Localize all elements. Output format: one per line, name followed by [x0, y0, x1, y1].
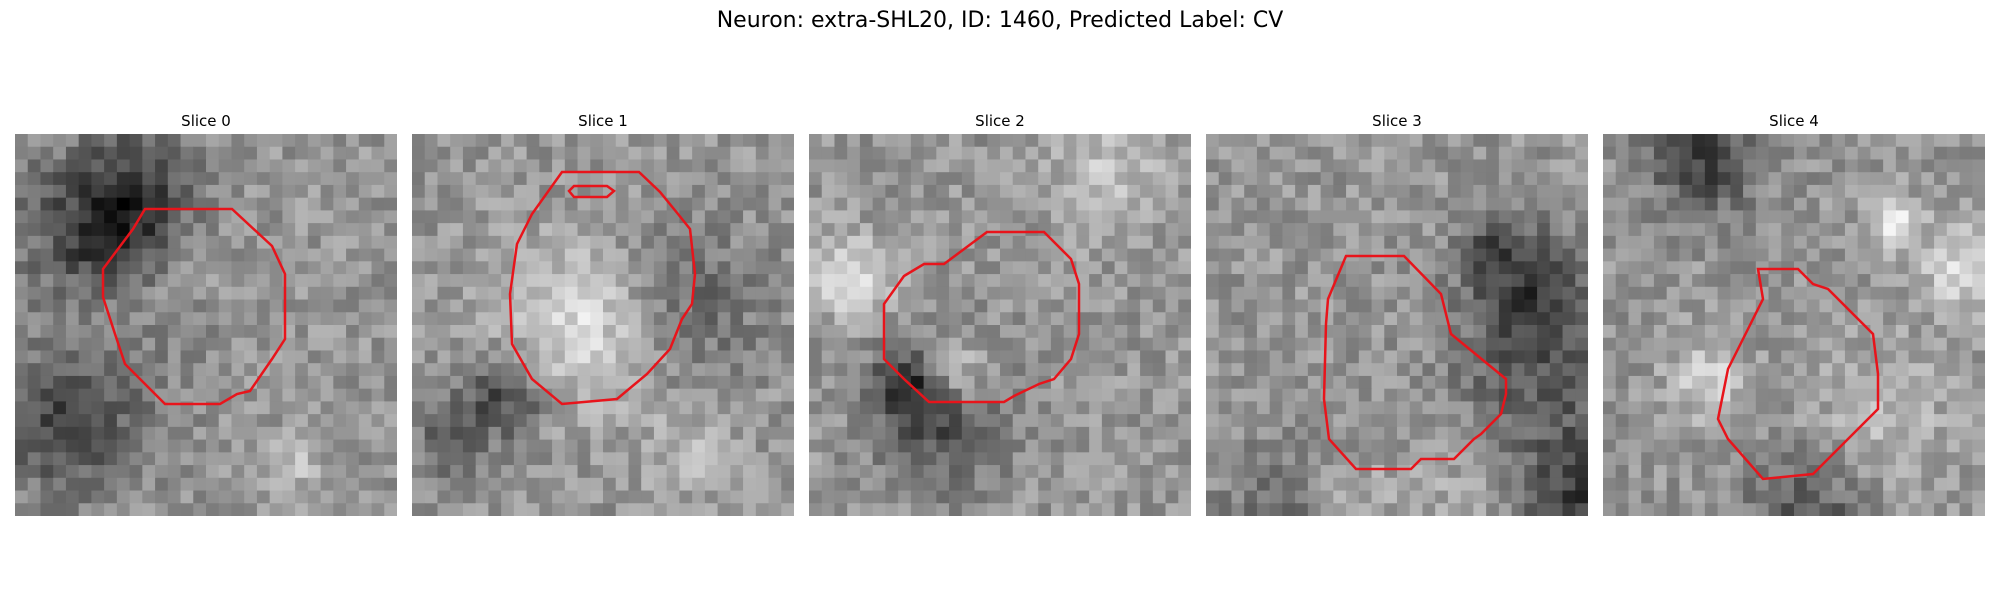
slice-svg	[15, 134, 397, 516]
slice-svg	[1603, 134, 1985, 516]
segmentation-contour	[1716, 267, 1880, 481]
slice-svg	[1206, 134, 1588, 516]
segmentation-contour	[1322, 254, 1508, 471]
segmentation-contour	[882, 230, 1081, 404]
slice-svg	[809, 134, 1191, 516]
segmentation-contour-small	[567, 184, 617, 199]
segmentation-contour	[508, 170, 697, 406]
grayscale-pixels	[809, 134, 1191, 516]
grayscale-pixels	[1603, 134, 1985, 516]
slice-svg	[412, 134, 794, 516]
slice-image-2	[809, 134, 1191, 516]
slice-title: Slice 4	[1769, 112, 1819, 130]
slice-title: Slice 2	[975, 112, 1025, 130]
figure-title: Neuron: extra-SHL20, ID: 1460, Predicted…	[716, 8, 1284, 33]
grayscale-pixels	[1206, 134, 1588, 516]
slice-title: Slice 1	[578, 112, 628, 130]
segmentation-contour	[101, 207, 287, 406]
slice-image-4	[1603, 134, 1985, 516]
grayscale-pixels	[412, 134, 794, 516]
grayscale-pixels	[15, 134, 397, 516]
slice-panel-4: Slice 4	[1603, 110, 1985, 516]
slice-image-3	[1206, 134, 1588, 516]
slice-panel-3: Slice 3	[1206, 110, 1588, 516]
slice-title: Slice 0	[181, 112, 231, 130]
slice-title: Slice 3	[1372, 112, 1422, 130]
slice-panel-2: Slice 2	[809, 110, 1191, 516]
slice-image-0	[15, 134, 397, 516]
slice-panel-1: Slice 1	[412, 110, 794, 516]
slice-image-1	[412, 134, 794, 516]
slice-panel-0: Slice 0	[15, 110, 397, 516]
